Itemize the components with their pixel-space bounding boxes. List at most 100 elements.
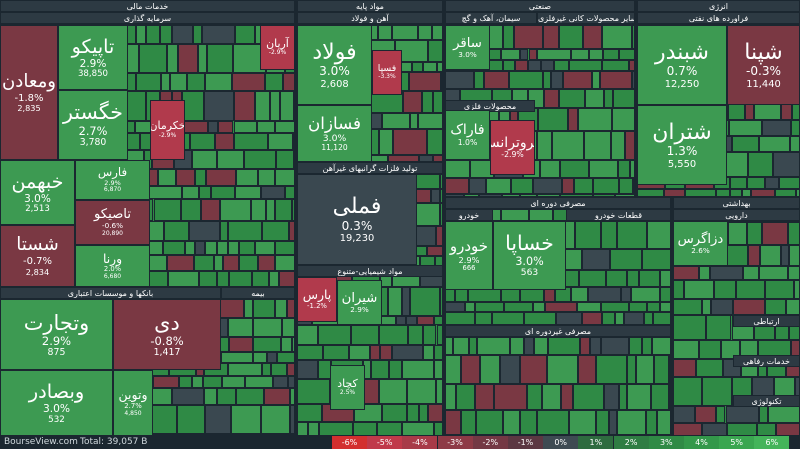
- small-tile: [265, 199, 276, 221]
- stock-tile: شپنا -0.3% 11,440: [727, 25, 800, 105]
- small-tile: [441, 72, 444, 92]
- small-tile: [182, 91, 205, 122]
- small-tile: [646, 301, 660, 312]
- small-tile: [378, 325, 409, 346]
- tile-change: 0.7%: [666, 64, 698, 78]
- small-tile: [630, 159, 635, 179]
- tile-price: 563: [520, 268, 539, 279]
- small-tile: [474, 383, 494, 411]
- small-tile: [642, 337, 652, 356]
- small-tile: [289, 388, 295, 406]
- small-tile: [502, 410, 520, 436]
- tile-price: 2,835: [17, 102, 41, 113]
- tile-name: وتجارت: [23, 310, 90, 335]
- small-tile: [503, 60, 516, 71]
- small-tile: [612, 89, 635, 109]
- small-tile: [788, 222, 800, 246]
- tile-name: فولاد: [312, 39, 357, 65]
- small-tile: [710, 265, 744, 280]
- small-tile: [288, 433, 295, 436]
- tile-name: شتران: [652, 119, 712, 145]
- small-tile: [608, 410, 617, 436]
- small-tile: [408, 325, 423, 346]
- small-tile: [169, 73, 188, 92]
- tile-change: -3.3%: [378, 73, 396, 81]
- tile-price: 6,680: [103, 272, 122, 280]
- small-tile: [611, 108, 635, 131]
- small-tile: [234, 91, 256, 122]
- small-tile: [725, 405, 760, 424]
- small-tile: [534, 337, 548, 356]
- small-tile: [552, 130, 584, 160]
- small-tile: [638, 269, 660, 287]
- small-tile: [297, 422, 308, 436]
- tile-name: شیران: [341, 290, 378, 306]
- small-tile: [616, 410, 646, 436]
- small-tile: [601, 337, 629, 356]
- small-tile: [620, 286, 632, 302]
- small-tile: [775, 189, 797, 197]
- small-tile: [403, 91, 423, 113]
- small-tile: [561, 178, 575, 195]
- small-tile: [796, 189, 800, 197]
- tile-change: 3.0%: [319, 64, 350, 78]
- small-tile: [673, 315, 707, 341]
- small-tile: [673, 376, 702, 406]
- tile-change: -2.9%: [268, 49, 287, 57]
- small-tile: [176, 169, 195, 187]
- small-tile: [567, 108, 579, 131]
- small-tile: [509, 70, 543, 90]
- small-tile: [228, 240, 239, 256]
- small-tile: [758, 265, 788, 280]
- stock-tile: آریان -2.9%: [260, 25, 295, 70]
- tile-price: 11,120: [321, 143, 348, 153]
- small-tile: [543, 89, 560, 109]
- small-tile: [627, 355, 637, 384]
- small-tile: [426, 246, 443, 256]
- small-tile: [160, 25, 173, 44]
- small-tile: [610, 130, 625, 160]
- small-tile: [233, 121, 258, 133]
- small-tile: [463, 194, 480, 197]
- small-tile: [238, 240, 255, 256]
- small-tile: [659, 269, 671, 287]
- sector-header: خدمات مالی: [0, 0, 295, 12]
- tile-name: خکرمان: [150, 119, 185, 133]
- small-tile: [746, 222, 763, 246]
- sector-header: آهن و فولاد: [297, 12, 443, 24]
- legend-step: -6%: [332, 436, 367, 449]
- small-tile: [523, 337, 535, 356]
- small-tile: [627, 383, 652, 411]
- small-tile: [563, 70, 592, 90]
- small-tile: [395, 315, 407, 326]
- tile-change: 2.5%: [339, 389, 356, 397]
- small-tile: [407, 379, 437, 405]
- small-tile: [433, 91, 443, 113]
- small-tile: [572, 383, 604, 411]
- small-tile: [570, 286, 589, 302]
- small-tile: [205, 405, 232, 434]
- small-tile: [408, 72, 441, 92]
- small-tile: [593, 178, 620, 195]
- tile-change: 3.0%: [515, 254, 544, 268]
- small-tile: [269, 271, 280, 287]
- small-tile: [439, 287, 443, 316]
- legend-step: 0%: [543, 436, 579, 449]
- small-tile: [716, 405, 726, 424]
- small-tile: [523, 311, 556, 325]
- small-tile: [376, 422, 402, 436]
- tile-price: 875: [47, 346, 66, 358]
- small-tile: [537, 108, 568, 131]
- small-tile: [318, 325, 351, 346]
- tile-price: 2,834: [25, 266, 50, 277]
- small-tile: [177, 405, 206, 434]
- small-tile: [509, 337, 524, 356]
- small-tile: [543, 25, 560, 50]
- small-tile: [474, 70, 485, 90]
- small-tile: [584, 89, 605, 109]
- tile-name: تاپیکو: [71, 34, 115, 58]
- small-tile: [673, 405, 695, 424]
- small-tile: [205, 169, 237, 187]
- small-tile: [632, 178, 635, 195]
- stock-tile: شبندر 0.7% 12,250: [637, 25, 727, 105]
